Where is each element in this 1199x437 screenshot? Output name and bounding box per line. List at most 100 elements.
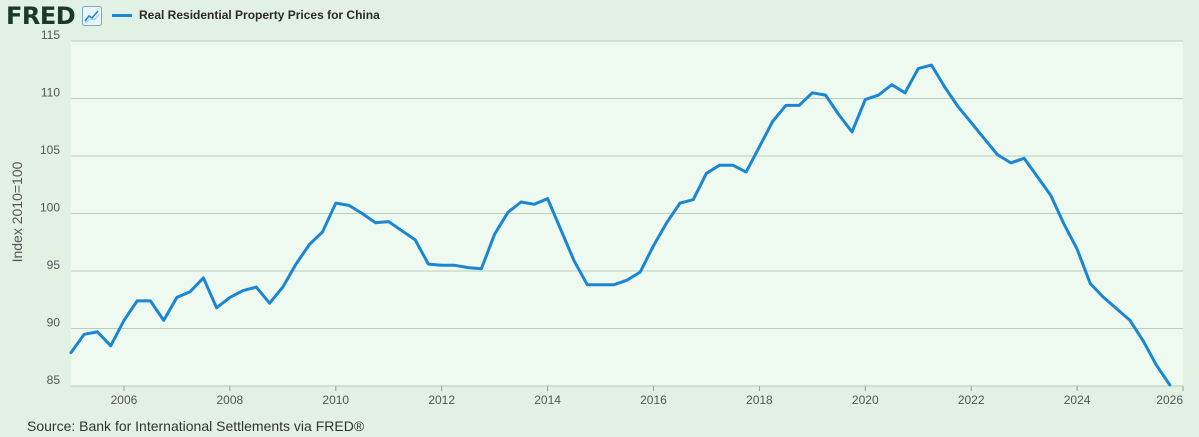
data-point xyxy=(1049,193,1052,197)
y-tick-label: 105 xyxy=(40,143,60,157)
data-point xyxy=(241,289,245,292)
data-point xyxy=(599,283,602,286)
data-point xyxy=(771,120,774,123)
data-point xyxy=(718,164,721,167)
data-point xyxy=(639,270,642,274)
data-point xyxy=(1142,339,1145,343)
data-point xyxy=(612,283,615,286)
data-point xyxy=(1075,247,1079,251)
data-point xyxy=(970,121,973,124)
data-point xyxy=(1155,364,1158,367)
data-point xyxy=(281,285,284,289)
data-point xyxy=(1036,175,1039,178)
data-point xyxy=(1022,157,1026,160)
data-point xyxy=(572,259,576,262)
data-point xyxy=(559,228,562,231)
data-point xyxy=(797,104,801,107)
chart-legend: Real Residential Property Prices for Chi… xyxy=(112,8,380,22)
data-point xyxy=(149,299,152,303)
data-point xyxy=(943,85,946,89)
x-tick-label: 2020 xyxy=(852,393,879,407)
x-axis-ticks: 2006 2008 2010 2012 2014 2016 2018 2020 2022 2024… xyxy=(111,386,1184,407)
x-tick-label: 2016 xyxy=(640,393,667,407)
data-point xyxy=(533,203,536,206)
grid-lines xyxy=(71,40,1183,387)
data-point xyxy=(453,264,457,267)
x-tick-label: 2008 xyxy=(217,393,244,407)
legend-label: Real Residential Property Prices for Chi… xyxy=(139,8,380,22)
data-point xyxy=(400,229,404,232)
data-points xyxy=(69,63,1172,387)
data-point xyxy=(162,319,165,322)
source-note[interactable]: Source: Bank for International Settlemen… xyxy=(27,418,365,434)
data-point xyxy=(308,243,311,246)
data-point xyxy=(175,296,179,299)
data-point xyxy=(215,306,218,309)
data-point xyxy=(917,67,920,70)
data-point xyxy=(228,296,232,299)
y-tick-label: 95 xyxy=(47,258,61,272)
y-axis-ticks: 85 90 95 100 105 110 115 xyxy=(40,28,60,387)
data-point xyxy=(294,262,298,266)
data-point xyxy=(255,285,258,289)
y-tick-label: 90 xyxy=(47,316,61,330)
data-point xyxy=(440,264,443,267)
y-axis-label: Index 2010=100 xyxy=(9,161,25,263)
data-point xyxy=(334,201,337,205)
data-point xyxy=(122,319,126,322)
fred-logo[interactable]: FRED xyxy=(6,2,76,30)
data-point xyxy=(374,221,377,224)
data-point xyxy=(268,302,271,305)
data-point xyxy=(877,93,880,97)
x-tick-label: 2006 xyxy=(111,393,138,407)
data-point xyxy=(69,351,73,354)
data-point xyxy=(705,172,708,175)
data-point xyxy=(983,137,986,140)
data-point xyxy=(956,105,960,108)
data-point xyxy=(1089,282,1092,285)
data-point xyxy=(480,267,483,270)
data-point xyxy=(837,113,840,116)
data-point xyxy=(758,145,761,148)
data-point xyxy=(692,198,695,201)
data-point xyxy=(850,130,854,134)
data-point xyxy=(493,233,496,236)
data-point xyxy=(83,333,86,336)
data-point xyxy=(427,262,430,266)
data-point xyxy=(546,197,549,200)
data-point xyxy=(96,330,99,334)
data-point xyxy=(1115,307,1119,311)
x-tick-label: 2010 xyxy=(322,393,349,407)
data-point xyxy=(347,204,351,207)
y-tick-label: 100 xyxy=(40,201,60,215)
data-point xyxy=(414,238,417,242)
data-point xyxy=(1009,161,1013,165)
data-point xyxy=(930,63,933,67)
x-tick-label: 2014 xyxy=(534,393,561,407)
data-point xyxy=(586,283,589,286)
x-tick-label: 2012 xyxy=(428,393,455,407)
data-point xyxy=(996,153,999,157)
data-point xyxy=(903,91,907,95)
data-point xyxy=(387,220,390,223)
data-point xyxy=(506,211,510,214)
y-tick-label: 110 xyxy=(41,86,60,100)
data-point xyxy=(625,279,629,282)
data-point xyxy=(519,200,523,204)
data-point xyxy=(1128,319,1132,322)
legend-swatch xyxy=(112,13,132,17)
data-point xyxy=(466,266,470,269)
data-point xyxy=(136,299,139,303)
data-point xyxy=(678,201,682,205)
data-point xyxy=(1168,383,1172,387)
x-tick-label: 2026 xyxy=(1156,393,1183,407)
data-point xyxy=(109,344,112,347)
y-tick-label: 85 xyxy=(47,373,61,387)
data-point xyxy=(1062,222,1066,226)
data-point xyxy=(652,244,655,247)
data-point xyxy=(1102,296,1105,299)
data-point xyxy=(188,290,192,293)
data-point xyxy=(731,164,735,167)
y-tick-label: 115 xyxy=(41,28,60,42)
